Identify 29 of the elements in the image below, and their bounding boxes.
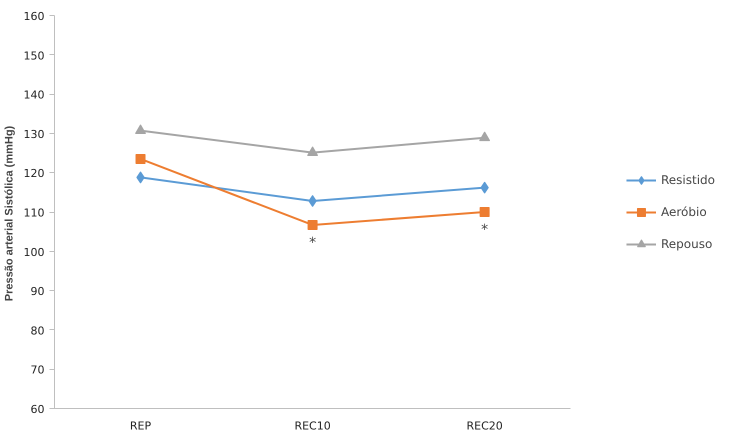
y-tick-label: 110 — [24, 206, 45, 220]
point — [135, 124, 146, 134]
point — [308, 194, 317, 207]
legend-label: Aeróbio — [660, 204, 707, 218]
point — [308, 220, 318, 230]
x-tick-label: REC20 — [466, 420, 503, 432]
annotation: * — [309, 234, 316, 251]
legend-label: Resistido — [660, 172, 715, 186]
y-tick-label: 130 — [24, 128, 45, 141]
annotation: * — [481, 222, 488, 238]
y-tick-label: 70 — [30, 364, 45, 377]
y-tick-label: 100 — [24, 246, 45, 259]
point — [479, 131, 490, 142]
point — [136, 171, 145, 184]
y-tick-label: 80 — [30, 324, 45, 338]
y-tick-label: 150 — [24, 49, 45, 62]
y-axis-title: Pressão arterial Sistólica (mmHg) — [4, 125, 16, 302]
legend-label: Repouso — [660, 236, 712, 250]
point — [136, 154, 146, 164]
point — [480, 182, 489, 194]
x-tick-label: REP — [130, 420, 152, 432]
y-tick-label: 90 — [30, 285, 45, 298]
y-tick-label: 120 — [24, 167, 45, 180]
y-tick-label: 160 — [24, 10, 45, 23]
y-tick-label: 140 — [24, 88, 45, 102]
point — [480, 207, 490, 217]
x-tick-label: REC10 — [294, 420, 331, 432]
point — [307, 146, 318, 156]
y-tick-label: 60 — [30, 403, 45, 416]
